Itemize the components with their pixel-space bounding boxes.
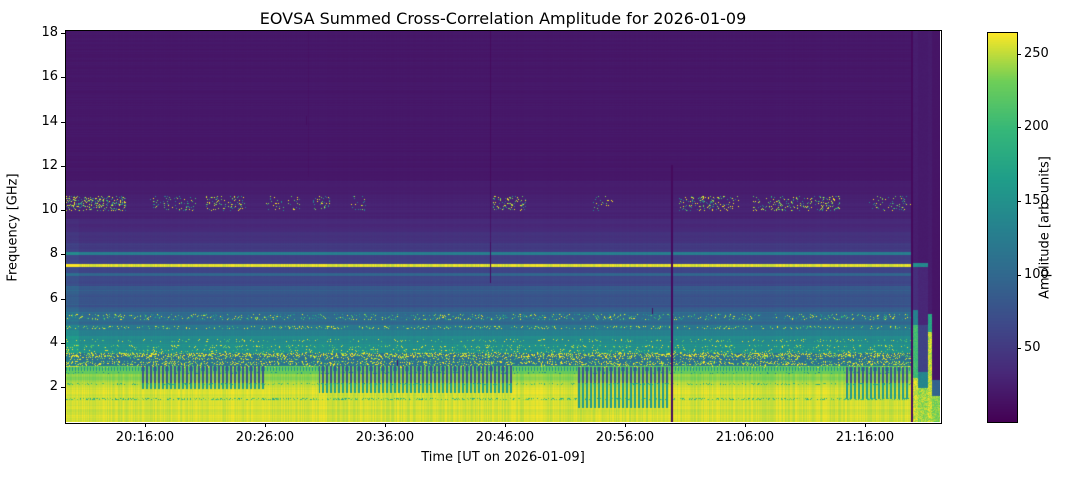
x-tick-label: 20:46:00 [475, 430, 535, 445]
colorbar-tick-label: 50 [1024, 340, 1041, 356]
x-tick-label: 21:16:00 [835, 430, 895, 445]
x-tick-mark [265, 423, 266, 427]
colorbar-tick-mark [1017, 127, 1021, 129]
y-tick-label: 12 [41, 157, 58, 173]
y-tick-label: 2 [49, 379, 58, 395]
colorbar-tick-label: 250 [1024, 45, 1049, 61]
y-tick-mark [61, 254, 65, 256]
colorbar-canvas [988, 33, 1017, 422]
y-tick-mark [61, 32, 65, 34]
y-tick-label: 6 [49, 290, 58, 306]
chart-title: EOVSA Summed Cross-Correlation Amplitude… [259, 9, 747, 28]
colorbar-tick-label: 200 [1024, 119, 1049, 135]
colorbar-tick-mark [1017, 53, 1021, 55]
colorbar-tick-mark [1017, 274, 1021, 276]
x-tick-mark [505, 423, 506, 427]
colorbar-tick-mark [1017, 348, 1021, 350]
y-tick-mark [61, 165, 65, 167]
y-tick-mark [61, 387, 65, 389]
y-tick-label: 8 [49, 246, 58, 262]
x-tick-mark [145, 423, 146, 427]
x-tick-label: 20:36:00 [355, 430, 415, 445]
x-tick-label: 20:16:00 [115, 430, 175, 445]
colorbar-tick-label: 150 [1024, 192, 1049, 208]
y-tick-mark [61, 121, 65, 123]
x-tick-label: 21:06:00 [715, 430, 775, 445]
x-tick-label: 20:56:00 [595, 430, 655, 445]
x-tick-mark [625, 423, 626, 427]
colorbar-tick-label: 100 [1024, 266, 1049, 282]
y-tick-mark [61, 298, 65, 300]
y-tick-label: 16 [41, 69, 58, 85]
y-tick-mark [61, 342, 65, 344]
y-tick-label: 10 [41, 202, 58, 217]
y-tick-label: 14 [41, 113, 58, 129]
x-axis-label: Time [UT on 2026-01-09] [421, 450, 585, 465]
x-tick-mark [745, 423, 746, 427]
y-tick-label: 18 [41, 24, 58, 40]
colorbar-label: Amplitude [arb. units] [1037, 156, 1053, 299]
y-tick-mark [61, 210, 65, 211]
x-tick-mark [385, 423, 386, 427]
colorbar-tick-mark [1017, 200, 1021, 202]
y-tick-mark [61, 77, 65, 79]
spectrogram-canvas [66, 31, 940, 422]
x-tick-label: 20:26:00 [235, 430, 295, 445]
x-tick-mark [865, 423, 866, 427]
y-tick-label: 4 [49, 334, 58, 350]
